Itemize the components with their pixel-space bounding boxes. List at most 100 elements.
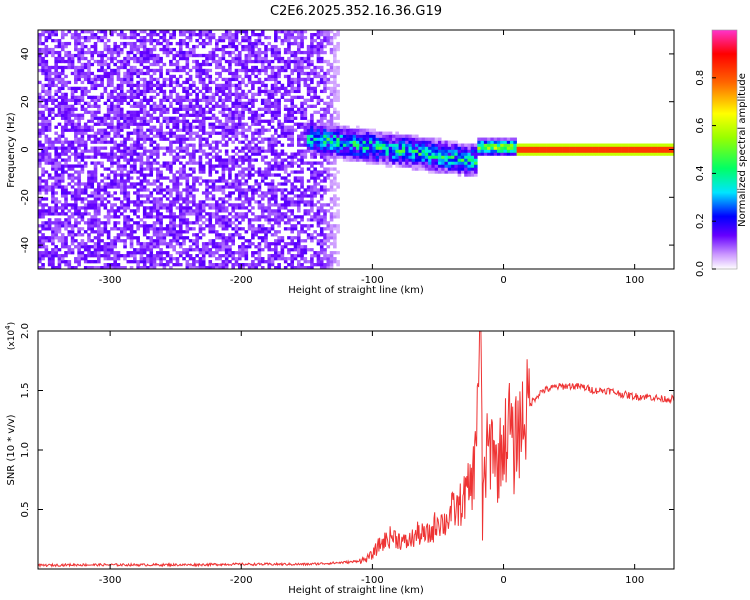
spectrogram-cell [119,170,124,174]
spectrogram-cell [205,137,209,141]
spectrogram-cell [77,209,81,213]
spectrogram-cell [215,47,219,52]
spectrogram-cell [152,149,157,153]
spectrogram-cell [290,164,295,168]
spectrogram-cell [119,188,124,192]
spectrogram-cell [182,41,186,46]
spectrogram-cell [257,218,262,222]
spectrogram-cell [362,152,367,156]
spectrogram-cell [218,74,222,79]
spectrogram-cell [257,167,262,171]
spectrogram-cell [205,155,209,159]
spectrogram-cell [136,101,140,105]
spectrogram-cell [283,47,288,52]
spectrogram-cell [116,251,121,255]
spectrogram-cell [274,218,278,222]
spectrogram-cell [211,56,216,61]
spectrogram-cell [205,224,209,228]
spectrogram-cell [267,77,272,82]
spectrogram-cell [90,206,95,210]
spectrogram-cell [60,59,65,64]
spectrogram-cell [44,125,49,129]
spectrogram-cell [234,173,239,177]
spectrogram-cell [260,239,265,243]
spectrogram-cell [192,107,196,111]
spectrogram-cell [241,176,245,180]
spectrogram-cell [280,218,285,222]
spectrogram-cell [234,128,239,132]
spectrogram-cell [162,203,167,207]
spectrogram-cell [162,77,167,82]
spectrogram-cell [74,155,78,159]
spectrogram-cell [47,257,52,261]
spectrogram-cell [293,122,298,126]
spectrogram-cell [146,65,150,70]
spectrogram-cell [198,110,203,114]
spectrogram-cell [264,71,268,76]
spectrogram-cell [369,140,373,144]
spectrogram-cell [290,209,295,213]
spectrogram-cell [254,266,258,269]
spectrogram-cell [126,236,131,240]
spectrogram-cell [169,143,173,147]
spectrogram-cell [244,59,249,64]
spectrogram-cell [80,215,85,219]
spectrogram-cell [87,236,91,240]
spectrogram-cell [205,266,209,269]
spectrogram-cell [211,230,216,234]
spectrogram-cell [77,86,81,91]
spectrogram-cell [93,197,98,201]
spectrogram-cell [319,221,324,225]
spectrogram-cell [270,146,275,150]
spectrogram-cell [97,221,101,225]
spectrogram-cell [237,149,242,153]
spectrogram-cell [260,266,265,269]
spectrogram-cell [336,113,340,117]
spectrogram-cell [74,218,78,222]
spectrogram-cell [64,263,68,267]
spectrogram-cell [349,149,354,153]
spectrogram-cell [113,44,117,49]
spectrogram-cell [93,248,98,252]
spectrogram-cell [319,140,324,144]
spectrogram-cell [51,182,55,186]
spectrogram-cell [57,224,62,228]
spectrogram-cell [123,239,127,243]
spectrogram-cell [175,59,180,64]
spectrogram-cell [237,74,242,79]
spectrogram-cell [70,89,75,94]
spectrogram-cell [339,125,344,129]
spectrogram-cell [146,164,150,168]
spectrogram-cell [316,176,321,180]
spectrogram-cell [119,254,124,258]
spectrogram-cell [185,41,190,46]
spectrogram-cell [228,251,232,255]
spectrogram-cell [231,35,235,40]
spectrogram-cell [133,41,137,46]
spectrogram-cell [123,116,127,120]
spectrogram-cell [296,263,301,267]
spectrogram-cell [67,50,72,55]
spectrogram-cell [257,38,262,43]
spectrogram-cell [329,200,334,204]
spectrogram-cell [215,59,219,64]
spectrogram-cell [149,131,154,135]
spectrogram-cell [116,236,121,240]
spectrogram-cell [83,197,88,201]
spectrogram-cell [156,203,160,207]
spectrogram-cell [93,230,98,234]
spectrogram-cell [293,65,298,70]
spectrogram-cell [103,47,108,52]
spectrogram-cell [205,140,209,144]
spectrogram-cell [169,200,173,204]
spectrogram-cell [323,233,327,237]
spectrogram-cell [333,125,337,129]
spectrogram-cell [205,116,209,120]
spectrogram-cell [38,32,42,37]
spectrogram-cell [303,200,308,204]
spectrogram-cell [139,251,144,255]
spectrogram-cell [123,71,127,76]
spectrogram-cell [123,245,127,249]
spectrogram-cell [116,185,121,189]
spectrogram-cell [146,245,150,249]
